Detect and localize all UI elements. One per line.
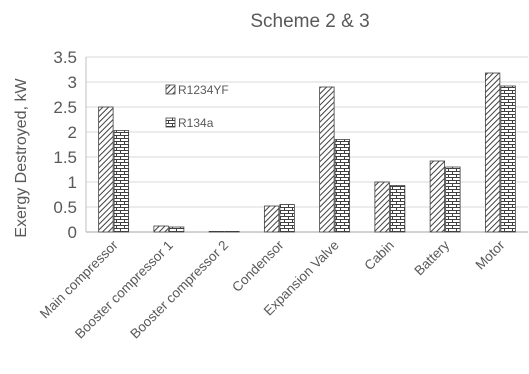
bar-r1234yf-0 [98,106,114,233]
y-tick-label: 3.5 [53,48,77,67]
y-tick-label: 0 [68,223,77,242]
y-tick-label: 0.5 [53,198,77,217]
x-tick-label: Battery [411,237,452,278]
bar-r1234yf-2 [208,230,225,233]
y-tick-labels: 0 0.5 1 1.5 2 2.5 3 3.5 [53,48,77,242]
y-tick-label: 3 [68,73,77,92]
bar-r134a-2 [224,230,240,233]
y-tick-label: 1.5 [53,148,77,167]
legend-label-r1234yf: R1234YF [178,83,229,97]
bar-r134a-1 [168,226,185,233]
bars [98,72,516,233]
bar-r1234yf-1 [153,225,169,233]
legend: R1234YF R134a [165,83,229,130]
gridlines [86,56,528,233]
legend-swatch-r1234yf [165,84,176,95]
legend-label-r134a: R134a [178,116,214,130]
bar-r1234yf-4 [319,86,335,233]
bar-r134a-3 [279,204,295,233]
y-axis-label: Exergy Destroyed, kW [13,78,30,238]
bar-r134a-6 [445,166,461,233]
y-tick-label: 2 [68,123,77,142]
bar-r134a-7 [500,85,516,233]
bar-r1234yf-6 [429,160,446,233]
x-tick-label: Condensor [229,237,287,295]
bar-r134a-0 [113,130,130,233]
x-tick-label: Cabin [361,238,397,274]
y-tick-label: 1 [68,173,77,192]
bar-r1234yf-3 [263,205,280,233]
bar-r134a-5 [389,185,406,233]
legend-swatch-r134a [165,117,176,128]
x-tick-label: Booster compressor 1 [72,238,176,342]
bar-r134a-4 [334,139,351,233]
x-tick-label: Motor [472,237,507,272]
chart-title: Scheme 2 & 3 [250,11,369,32]
y-tick-label: 2.5 [53,98,77,117]
bar-r1234yf-5 [374,181,390,233]
bar-r1234yf-7 [484,72,501,233]
x-tick-label: Booster compressor 2 [127,238,231,342]
